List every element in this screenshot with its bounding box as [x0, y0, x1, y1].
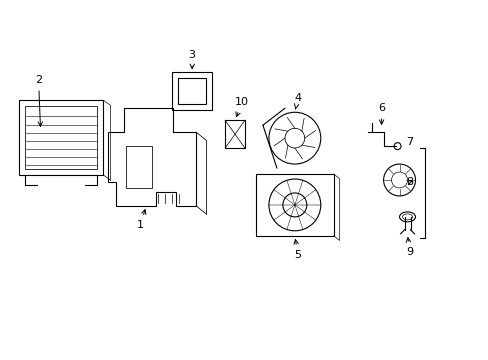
Bar	[255, 174, 333, 236]
Text: 6: 6	[377, 103, 385, 124]
Text: 10: 10	[235, 97, 248, 117]
Bar	[126, 146, 152, 188]
Text: 3: 3	[188, 50, 195, 68]
Text: 4: 4	[294, 93, 301, 109]
Text: 2: 2	[35, 75, 42, 126]
Text: 5: 5	[293, 240, 301, 260]
Bar	[178, 78, 205, 104]
Bar	[19, 100, 103, 175]
Bar	[24, 106, 97, 169]
Text: 8: 8	[405, 177, 412, 187]
Text: 9: 9	[405, 238, 412, 257]
Bar	[172, 72, 212, 110]
Text: 1: 1	[137, 210, 145, 230]
Bar	[224, 120, 244, 148]
Text: 7: 7	[405, 137, 412, 147]
